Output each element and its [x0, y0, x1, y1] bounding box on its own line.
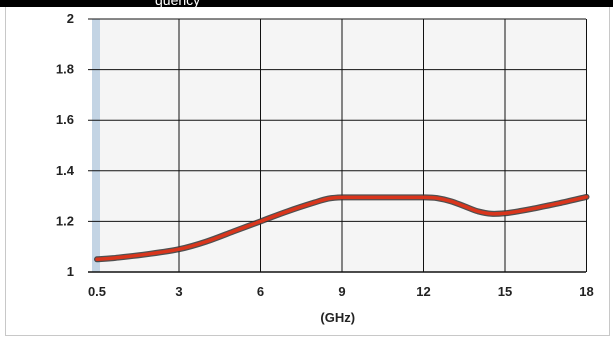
plot-background	[92, 19, 586, 272]
y-tick-label: 1.2	[56, 213, 74, 228]
chart-title-fragment: quency	[155, 0, 200, 7]
x-tick-label: 0.5	[88, 284, 106, 299]
vswr-chart: 1 1.2 1.4 1.6 1.8 2 0.5 3 6 9 12 15 18 (GHz)	[56, 11, 594, 325]
x-tick-label: 3	[175, 284, 182, 299]
x-tick-label: 6	[257, 284, 264, 299]
y-tick-label: 1	[67, 264, 74, 279]
y-tick-label: 1.4	[56, 163, 75, 178]
y-tick-label: 2	[67, 11, 74, 26]
tick-labels: 1 1.2 1.4 1.6 1.8 2 0.5 3 6 9 12 15 18	[56, 11, 594, 299]
x-tick-label: 15	[498, 284, 512, 299]
grid-lines	[88, 18, 587, 273]
series-line	[95, 195, 589, 262]
y-axis-band	[92, 19, 100, 272]
x-tick-label: 12	[416, 284, 430, 299]
x-tick-label: 9	[338, 284, 345, 299]
y-tick-label: 1.6	[56, 112, 74, 127]
series-layer	[94, 193, 590, 263]
x-tick-label: 18	[579, 284, 593, 299]
chart-frame: 1 1.2 1.4 1.6 1.8 2 0.5 3 6 9 12 15 18 (GHz)	[5, 7, 610, 336]
title-bar: quency	[0, 0, 613, 7]
x-axis-label: (GHz)	[320, 310, 355, 325]
y-tick-label: 1.8	[56, 62, 74, 77]
